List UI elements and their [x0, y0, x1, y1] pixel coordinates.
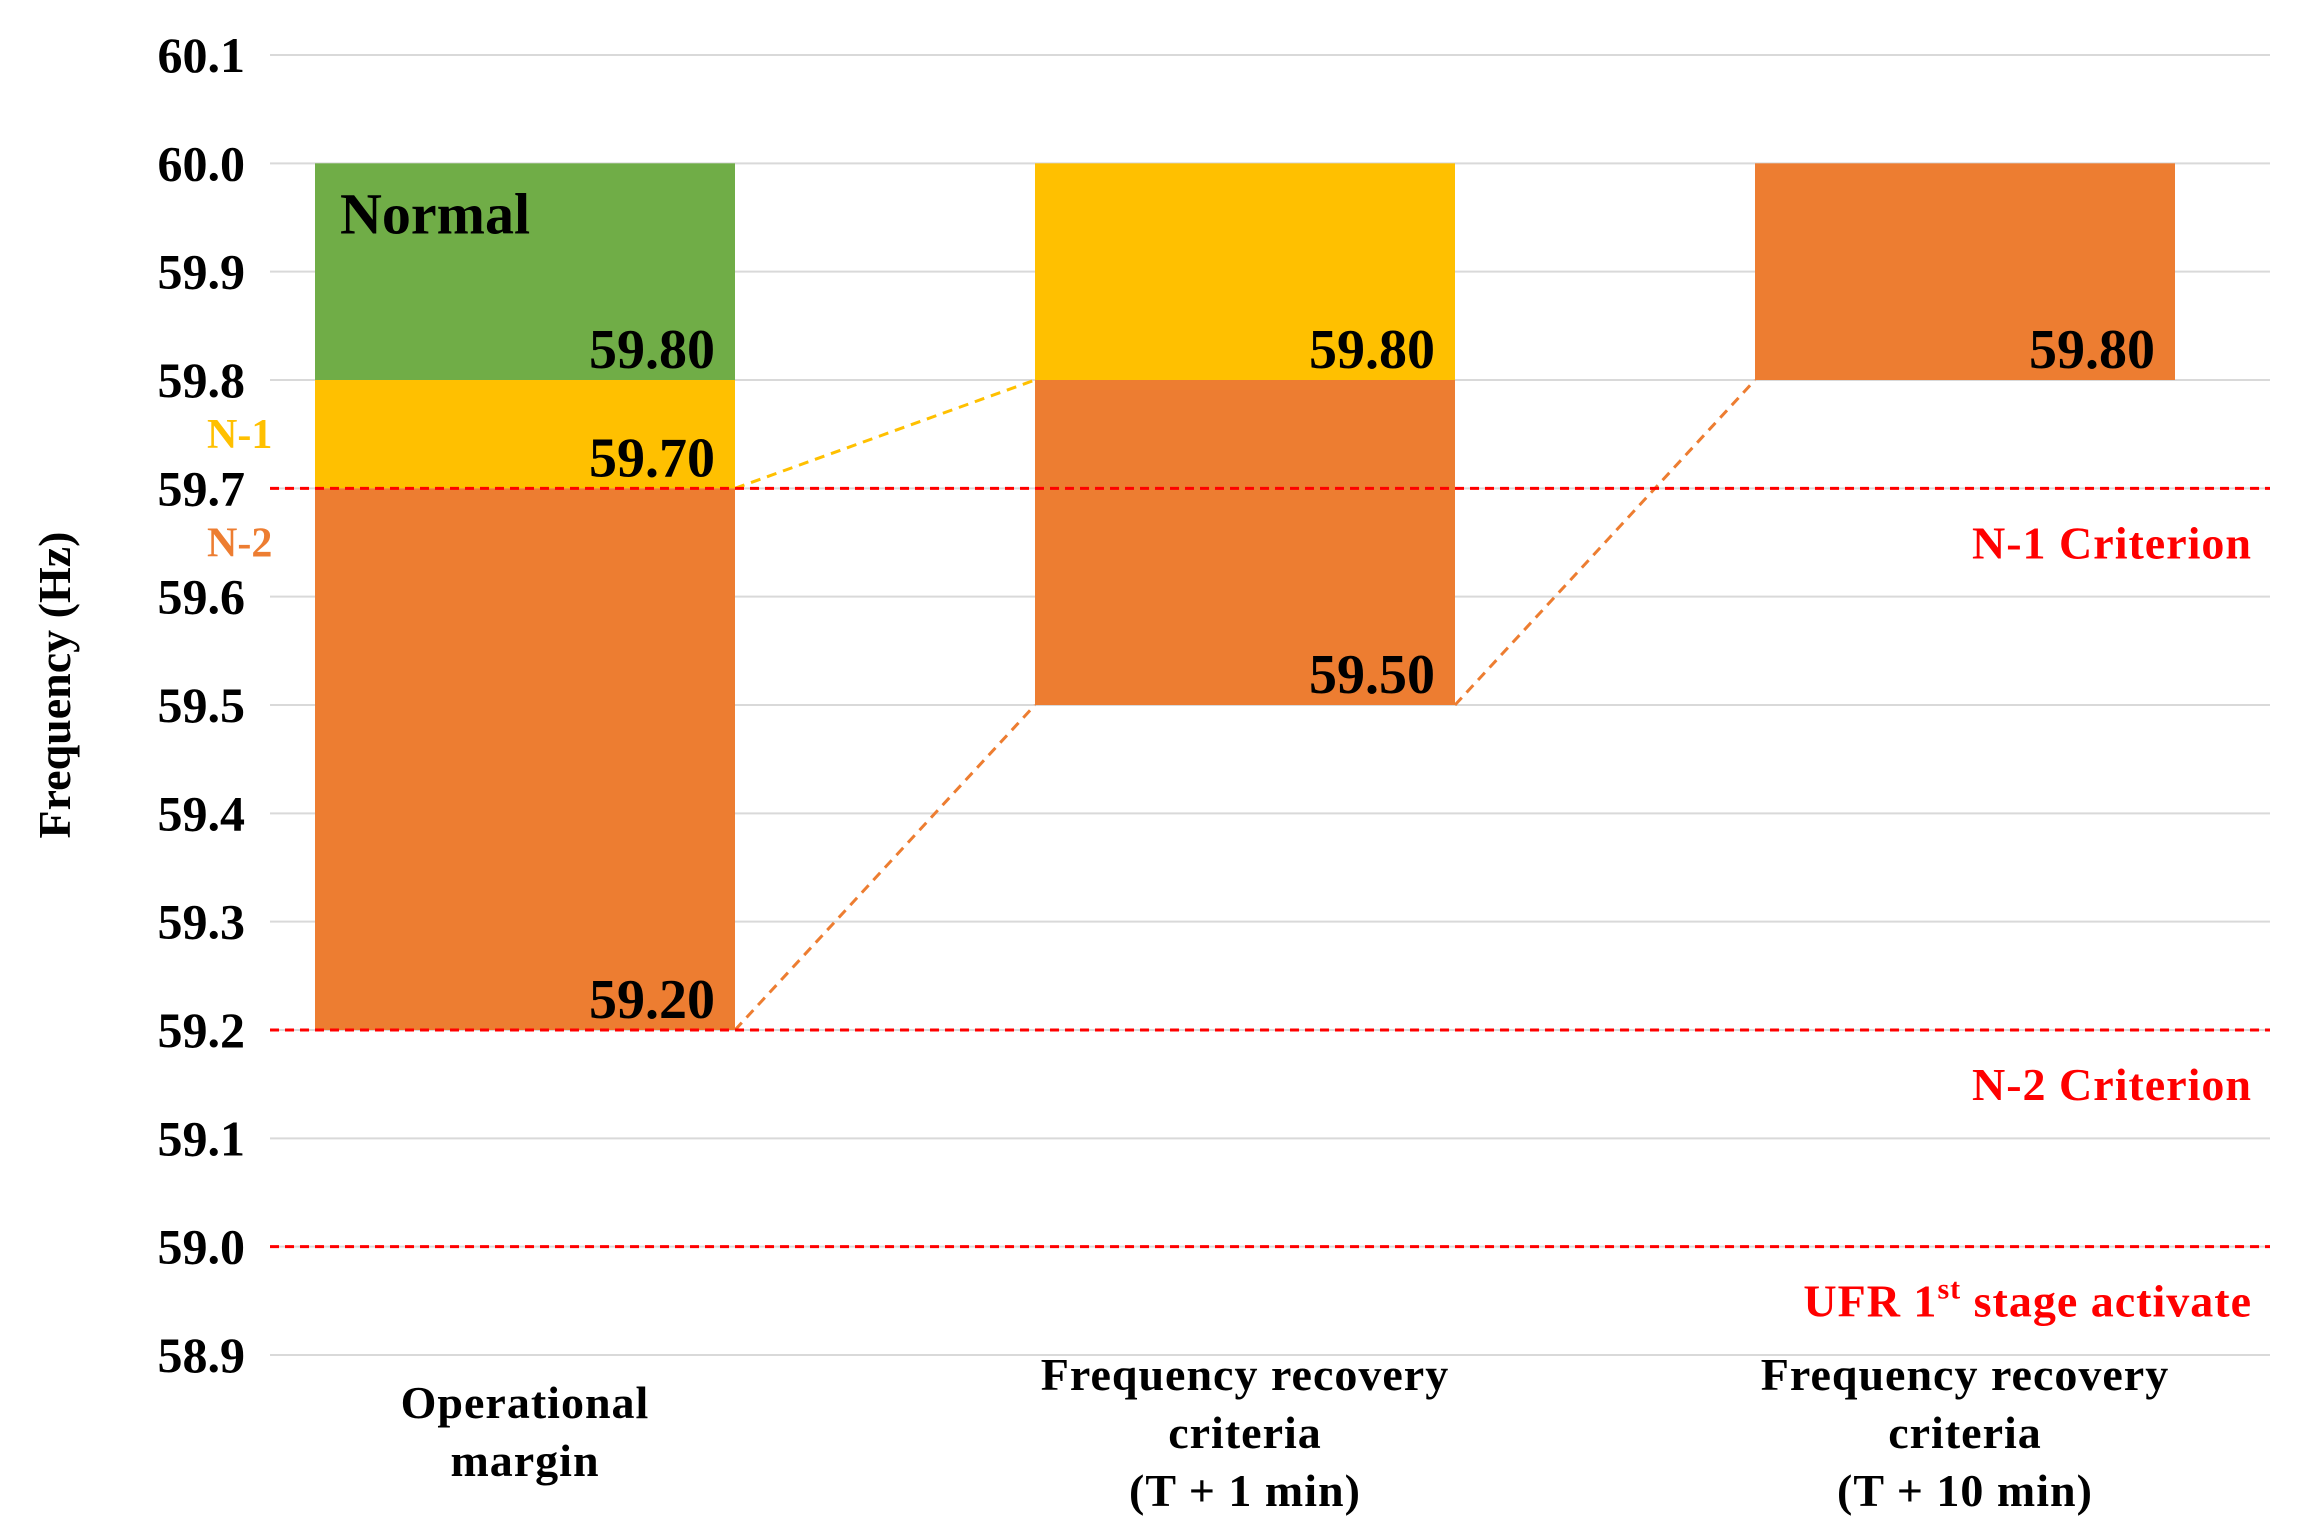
y-tick-label: 59.3: [158, 894, 246, 950]
bar-segment: [315, 380, 735, 489]
y-tick-label: 60.1: [158, 27, 246, 83]
y-tick-label: 59.6: [158, 569, 246, 625]
y-tick-label: 59.7: [158, 460, 246, 516]
connector-line: [1453, 378, 1757, 707]
category-label: Operational margin: [401, 1377, 650, 1486]
segment-value-label: 59.80: [589, 319, 715, 381]
y-tick-label: 59.9: [158, 244, 246, 300]
bar-segment: [1035, 380, 1455, 705]
y-tick-label: 60.0: [158, 135, 246, 191]
segment-value-label: 59.70: [589, 427, 715, 489]
y-tick-label: 59.2: [158, 1002, 246, 1058]
bar-segment: [315, 163, 735, 380]
y-tick-label: 59.4: [158, 785, 246, 841]
category-label: Frequency recovery criteria (T + 10 min): [1761, 1349, 2169, 1516]
criterion-label: N-2 Criterion: [1972, 1059, 2252, 1110]
criterion-label: UFR 1st stage activate: [1803, 1273, 2252, 1327]
normal-label: Normal: [340, 181, 530, 246]
connector-line: [734, 378, 1036, 490]
segment-value-label: 59.20: [589, 969, 715, 1031]
segment-value-label: 59.80: [1309, 319, 1435, 381]
side-label: N-2: [207, 521, 272, 567]
y-axis-label: Frequency (Hz): [29, 531, 80, 838]
category-label: Frequency recovery criteria (T + 1 min): [1041, 1349, 1449, 1516]
bar-segment: [1035, 163, 1455, 380]
bar-segment: [1755, 163, 2175, 380]
y-tick-label: 58.9: [158, 1327, 246, 1383]
bar-segment: [315, 488, 735, 1030]
connector-line: [733, 703, 1037, 1032]
criterion-label: N-1 Criterion: [1972, 517, 2252, 568]
segment-value-label: 59.50: [1309, 644, 1435, 706]
y-tick-label: 59.0: [158, 1219, 246, 1275]
y-tick-label: 59.8: [158, 352, 246, 408]
side-label: N-1: [207, 412, 272, 458]
y-tick-label: 59.1: [158, 1110, 246, 1166]
segment-value-label: 59.80: [2029, 319, 2155, 381]
y-tick-label: 59.5: [158, 677, 246, 733]
